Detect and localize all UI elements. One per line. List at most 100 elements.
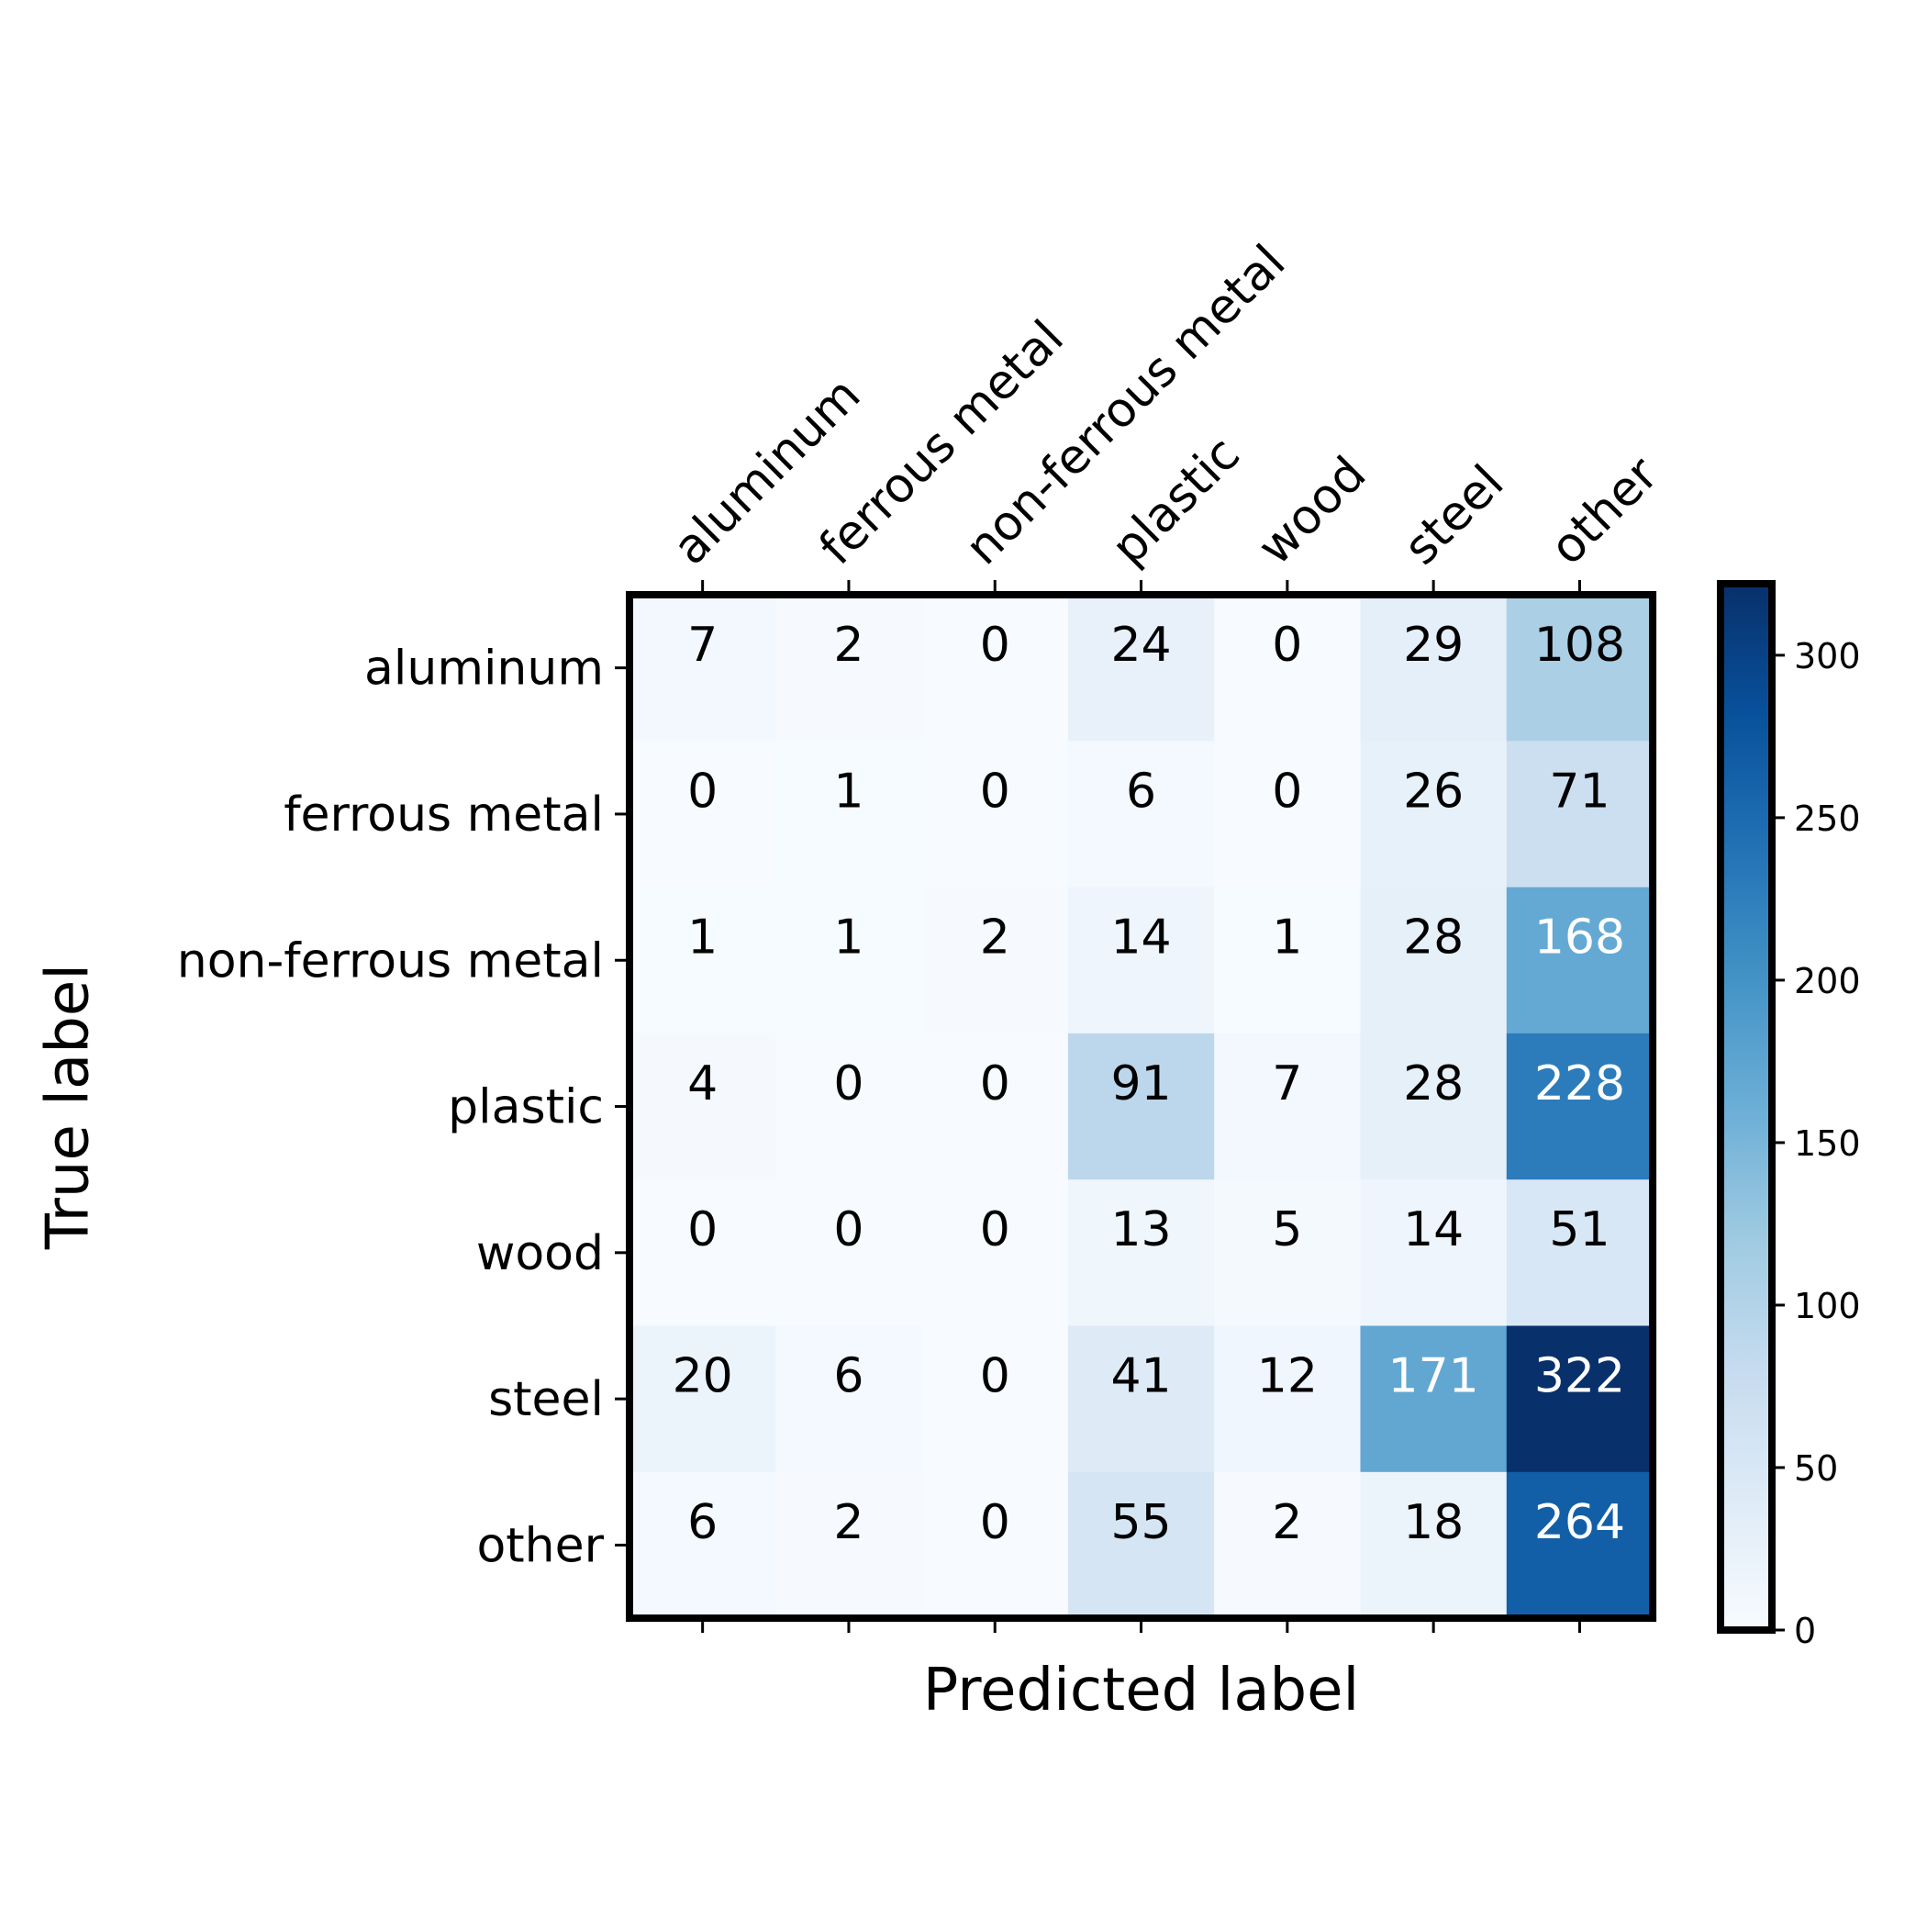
x-tick-label: steel [1394,455,1514,575]
heatmap-cell [1067,1471,1215,1619]
cell-value: 2 [1272,1495,1302,1550]
heatmap-cell [1360,1179,1508,1327]
colorbar-tick-label: 250 [1794,798,1861,839]
cell-value: 0 [687,1202,718,1257]
cell-value: 51 [1549,1202,1610,1257]
heatmap-cell [629,1471,776,1619]
heatmap-cell [1214,1325,1362,1473]
colorbar-ticks: 0 50 100 150 200 250 300 [1776,636,1861,1651]
cell-value: 6 [833,1349,863,1404]
cell-value: 168 [1534,910,1625,966]
cell-value: 108 [1534,618,1625,673]
cell-value: 0 [980,618,1010,673]
cell-value: 228 [1534,1056,1625,1111]
y-tick-label: aluminum [364,642,604,697]
colorbar-tick-label: 300 [1794,636,1861,676]
heatmap-cell [1506,741,1654,888]
cell-value: 1 [833,764,863,819]
y-axis-ticks: aluminum ferrous metal non-ferrous metal pl… [177,642,626,1573]
heatmap-cell [1067,1325,1215,1473]
cell-value: 0 [833,1202,863,1257]
heatmap-cell [1506,1179,1654,1327]
cell-value: 7 [1272,1056,1302,1111]
cell-value: 12 [1257,1349,1318,1404]
colorbar-tick-label: 150 [1794,1123,1861,1164]
cell-value: 0 [980,1349,1010,1404]
heatmap-cell [775,1471,923,1619]
heatmap-cell [629,1179,776,1327]
cell-value: 0 [1272,618,1302,673]
cell-value: 1 [833,910,863,966]
heatmap-cell [1214,741,1362,888]
heatmap-cell [921,741,1069,888]
cell-value: 0 [833,1056,863,1111]
cell-value: 322 [1534,1349,1625,1404]
heatmap-cell [1214,595,1362,742]
heatmap-cell [1214,887,1362,1034]
heatmap-cell [921,1471,1069,1619]
heatmap-cell [921,1179,1069,1327]
heatmap-cell [775,1179,923,1327]
heatmap-cell [629,741,776,888]
heatmap-cell [921,887,1069,1034]
y-tick-label: steel [488,1372,604,1427]
x-tick-label: other [1540,446,1669,575]
colorbar-tick-label: 100 [1794,1286,1861,1326]
cell-value: 2 [833,618,863,673]
y-tick-label: non-ferrous metal [177,933,604,988]
heatmap-cell [775,1325,923,1473]
heatmap-cell [629,595,776,742]
heatmap-cell [629,1033,776,1180]
cell-value: 18 [1403,1495,1464,1550]
colorbar-tick-label: 200 [1794,961,1861,1001]
cell-value: 0 [980,1056,1010,1111]
cell-value: 7 [687,618,718,673]
heatmap-cell [1214,1033,1362,1180]
cell-value: 0 [1272,764,1302,819]
heatmap-cell [775,1033,923,1180]
x-tick-label: plastic [1101,427,1251,576]
cell-value: 0 [687,764,718,819]
heatmap-cell [1360,887,1508,1034]
cell-value: 29 [1403,618,1464,673]
cell-value: 1 [1272,910,1302,966]
colorbar-tick-label: 50 [1794,1448,1838,1489]
y-tick-label: other [476,1518,604,1573]
heatmap-cell [1506,1471,1654,1619]
heatmap-cell [1360,741,1508,888]
x-tick-label: ferrous metal [809,310,1075,575]
cell-value: 24 [1110,618,1171,673]
x-tick-label: wood [1248,446,1377,575]
cell-value: 0 [980,1202,1010,1257]
y-tick-label: plastic [448,1080,604,1135]
y-tick-label: wood [476,1226,604,1281]
cell-value: 28 [1403,910,1464,966]
heatmap-cell [921,1325,1069,1473]
heatmap-cell [1360,595,1508,742]
heatmap-cell [629,1325,776,1473]
cell-value: 6 [1126,764,1156,819]
heatmap-cell [1067,887,1215,1034]
cell-value: 71 [1549,764,1610,819]
cell-value: 5 [1272,1202,1302,1257]
heatmap-cell [1360,1325,1508,1473]
heatmap-cell [1067,595,1215,742]
cell-value: 14 [1403,1202,1464,1257]
heatmap-cell [921,1033,1069,1180]
cell-value: 0 [980,764,1010,819]
x-axis-label: Predicted label [923,1657,1360,1725]
heatmap-cell [775,595,923,742]
cell-value: 264 [1534,1495,1625,1550]
cell-value: 1 [687,910,718,966]
y-axis-label: True label [35,964,103,1250]
colorbar-tick-label: 0 [1794,1611,1816,1651]
cell-value: 6 [687,1495,718,1550]
heatmap-cell [629,887,776,1034]
cell-value: 4 [687,1056,718,1111]
heatmap-cell [1506,887,1654,1034]
cell-value: 28 [1403,1056,1464,1111]
heatmap-cells [629,595,1654,1619]
